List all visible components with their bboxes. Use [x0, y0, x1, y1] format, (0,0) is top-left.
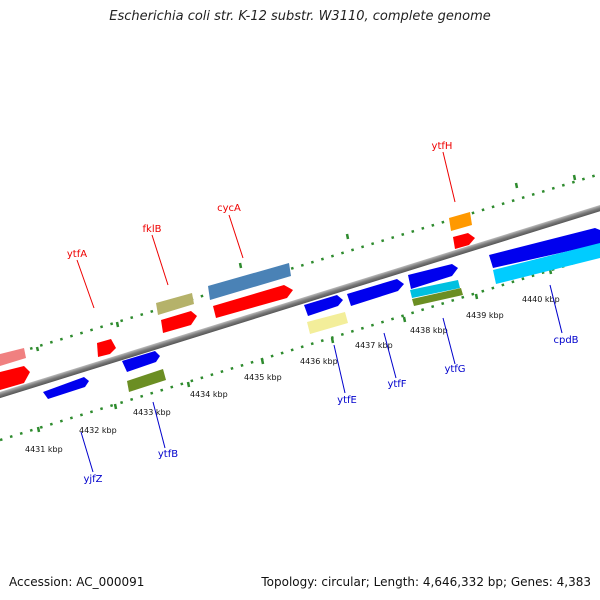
upper-major-tick	[35, 346, 40, 352]
upper-major-tick	[115, 321, 120, 328]
upper-major-tick	[238, 262, 243, 269]
gene-block	[208, 263, 291, 300]
gene-block	[127, 369, 166, 392]
gene-block	[156, 293, 194, 315]
tick-label: 4436 kbp	[300, 357, 338, 366]
label-leader	[152, 401, 166, 449]
gene-label: ytfE	[337, 395, 357, 406]
tick-label: 4440 kbp	[522, 295, 560, 304]
topology-text: Topology: circular; Length: 4,646,332 bp…	[261, 575, 591, 589]
gene-arrow	[43, 377, 89, 399]
gene-block	[493, 243, 600, 284]
gene-arrow	[408, 264, 458, 289]
tick-label: 4432 kbp	[79, 426, 117, 435]
gene-block	[410, 280, 460, 298]
gene-arrow	[213, 285, 293, 318]
gene-label: ytfA	[67, 249, 87, 260]
gene-arrow	[161, 311, 197, 333]
tick-label: 4439 kbp	[466, 311, 504, 320]
gene-label: ytfB	[158, 449, 178, 460]
label-leader	[228, 214, 244, 259]
map-title: Escherichia coli str. K-12 substr. W3110…	[109, 9, 491, 24]
lower-major-tick	[36, 426, 41, 433]
upper-major-tick	[514, 182, 519, 189]
lower-major-tick	[186, 381, 191, 388]
gene-arrow	[304, 295, 343, 316]
lower-major-tick	[474, 293, 479, 300]
gene-label: fklB	[143, 224, 162, 235]
lower-tick-rail	[0, 253, 600, 442]
lower-major-tick	[113, 403, 118, 410]
label-leader	[80, 431, 94, 473]
lower-major-tick	[330, 337, 335, 344]
gene-arrow	[453, 233, 475, 249]
gene-block	[449, 212, 472, 231]
gene-arrow	[0, 366, 30, 390]
tick-label: 4435 kbp	[244, 373, 282, 382]
tick-label: 4437 kbp	[355, 341, 393, 350]
gene-arrow	[97, 339, 116, 357]
accession-text: Accession: AC_000091	[9, 575, 145, 589]
gene-label: ytfG	[444, 364, 465, 375]
label-leader	[383, 332, 397, 379]
label-leader	[549, 284, 563, 334]
tick-label: 4438 kbp	[410, 326, 448, 335]
lower-major-tick	[402, 316, 407, 323]
gene-label: yjfZ	[83, 474, 102, 485]
lower-major-tick	[260, 358, 265, 365]
label-leader	[442, 317, 456, 365]
gene-label: cpdB	[553, 335, 578, 346]
label-leader	[442, 151, 456, 203]
gene-block	[412, 288, 463, 306]
upper-major-tick	[572, 174, 577, 181]
label-leader	[76, 259, 95, 309]
gene-label: ytfH	[432, 141, 453, 152]
gene-block	[307, 312, 348, 334]
gene-label: cycA	[217, 203, 241, 214]
label-leader	[151, 234, 169, 286]
gene-arrow	[347, 279, 404, 306]
tick-label: 4431 kbp	[25, 445, 63, 454]
gene-arrow	[489, 228, 600, 268]
tick-label: 4434 kbp	[190, 390, 228, 399]
genome-backbone	[0, 186, 600, 407]
label-leader	[333, 344, 346, 394]
gene-arrow	[122, 351, 160, 372]
gene-block	[0, 348, 26, 366]
upper-major-tick	[345, 233, 350, 240]
tick-label: 4433 kbp	[133, 408, 171, 417]
gene-label: ytfF	[387, 379, 406, 390]
